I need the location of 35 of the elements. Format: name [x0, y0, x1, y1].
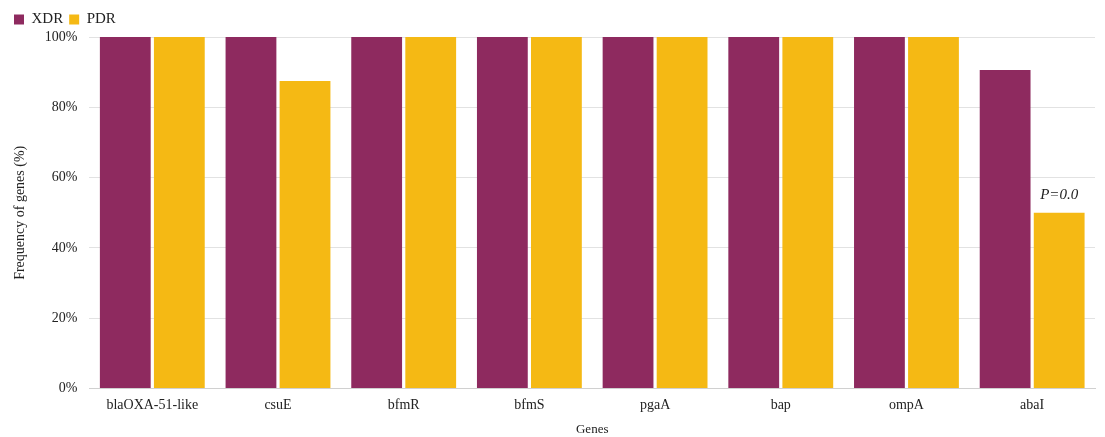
bar	[99, 37, 151, 389]
y-tick-label: 60%	[51, 169, 78, 185]
legend-label: PDR	[86, 10, 116, 27]
bar	[531, 37, 582, 389]
bar	[405, 37, 457, 389]
x-tick-label: csuE	[264, 396, 292, 412]
bar	[153, 37, 205, 389]
bar	[1033, 212, 1085, 389]
annotation: P=0.0	[1039, 186, 1079, 203]
x-tick-label: bap	[770, 396, 791, 412]
bar	[908, 37, 959, 389]
y-tick-label: 80%	[51, 98, 78, 114]
y-tick-label: 20%	[51, 309, 78, 325]
x-axis-title: Genes	[575, 420, 609, 436]
bar	[656, 37, 708, 389]
x-tick-label: abaI	[1020, 396, 1045, 412]
bar	[728, 37, 780, 389]
x-tick-label: bfmR	[387, 396, 421, 412]
legend-label: XDR	[31, 10, 64, 27]
bar	[979, 70, 1031, 389]
x-tick-label: bfmS	[514, 396, 545, 412]
y-axis-title: Frequency of genes (%)	[12, 145, 29, 280]
bar	[854, 37, 905, 389]
bar	[225, 37, 277, 389]
x-tick-label: blaOXA-51-like	[106, 396, 199, 412]
bar	[476, 37, 528, 389]
bar	[602, 37, 654, 389]
y-tick-label: 40%	[51, 239, 78, 255]
bar	[279, 80, 331, 389]
y-tick-label: 0%	[58, 380, 78, 396]
bar	[782, 37, 834, 389]
x-tick-label: pgaA	[639, 396, 672, 412]
bar	[351, 37, 403, 389]
x-tick-label: ompA	[888, 396, 925, 412]
y-tick-label: 100%	[44, 28, 78, 44]
